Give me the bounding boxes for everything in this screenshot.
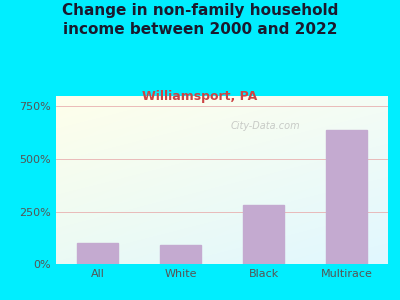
Bar <box>160 245 201 264</box>
Text: Williamsport, PA: Williamsport, PA <box>142 90 258 103</box>
Bar <box>326 130 367 264</box>
Text: Change in non-family household
income between 2000 and 2022: Change in non-family household income be… <box>62 3 338 37</box>
Bar <box>243 205 284 264</box>
Bar <box>77 243 118 264</box>
Text: City-Data.com: City-Data.com <box>230 121 300 131</box>
